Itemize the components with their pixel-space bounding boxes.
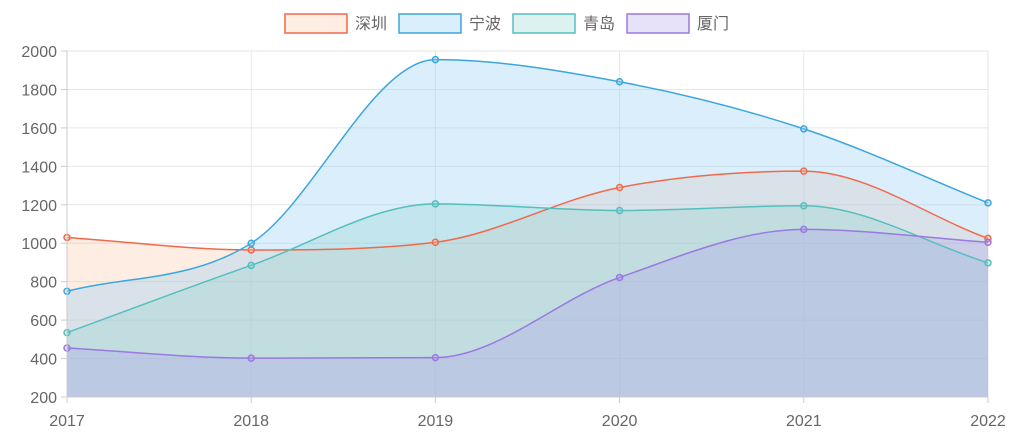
- y-tick-label: 400: [30, 352, 57, 369]
- data-point[interactable]: [431, 238, 440, 247]
- x-tick-label: 2022: [970, 413, 1006, 430]
- y-tick-label: 1200: [21, 198, 57, 215]
- data-point[interactable]: [800, 201, 808, 210]
- series-area-1: [67, 171, 988, 397]
- data-point[interactable]: [615, 273, 624, 282]
- y-tick-label: 800: [30, 275, 57, 292]
- data-point[interactable]: [984, 199, 992, 207]
- data-point[interactable]: [984, 259, 992, 267]
- y-tick-label: 1600: [21, 121, 57, 138]
- data-point[interactable]: [800, 225, 808, 234]
- series-area-2: [67, 59, 988, 398]
- data-point[interactable]: [615, 183, 624, 192]
- legend-item-3[interactable]: 青岛: [512, 13, 615, 34]
- legend-item-1[interactable]: 深圳: [284, 13, 387, 34]
- legend-label: 深圳: [355, 14, 387, 33]
- area-layer: [67, 59, 988, 398]
- x-tick-label: 2018: [233, 413, 269, 430]
- data-point[interactable]: [247, 239, 255, 247]
- series-line-3: [66, 203, 989, 334]
- y-tick-label: 200: [30, 390, 57, 407]
- data-point[interactable]: [800, 167, 808, 175]
- data-point[interactable]: [984, 238, 992, 247]
- y-tick-label: 600: [30, 313, 57, 330]
- legend-label: 宁波: [469, 14, 501, 33]
- series-line-2: [66, 58, 989, 293]
- series-line-4: [66, 228, 989, 359]
- data-point[interactable]: [431, 200, 440, 208]
- legend-swatch: [284, 13, 348, 34]
- y-tick-label: 1400: [21, 159, 57, 176]
- x-tick-label: 2021: [786, 413, 822, 430]
- data-point[interactable]: [247, 246, 255, 254]
- x-tick-label: 2017: [49, 413, 85, 430]
- data-point[interactable]: [247, 354, 255, 362]
- data-point[interactable]: [800, 125, 808, 133]
- data-point[interactable]: [247, 261, 255, 270]
- legend-label: 青岛: [583, 14, 615, 33]
- series-area-4: [67, 229, 988, 397]
- data-point[interactable]: [431, 353, 440, 362]
- data-point[interactable]: [431, 55, 440, 64]
- legend-item-4[interactable]: 厦门: [626, 13, 729, 34]
- data-point[interactable]: [615, 206, 624, 215]
- legend-swatch: [512, 13, 576, 34]
- legend-item-2[interactable]: 宁波: [398, 13, 501, 34]
- data-point[interactable]: [615, 78, 624, 86]
- line-layer: [66, 58, 989, 359]
- series-area-3: [67, 203, 988, 397]
- legend: 深圳 宁波 青岛 厦门: [284, 13, 729, 34]
- point-layer: [63, 55, 992, 362]
- x-tick-label: 2019: [418, 413, 454, 430]
- y-tick-label: 1800: [21, 82, 57, 99]
- y-tick-label: 1000: [21, 236, 57, 253]
- series-line-1: [66, 170, 989, 251]
- y-tick-label: 2000: [21, 44, 57, 61]
- legend-swatch: [626, 13, 690, 34]
- x-tick-label: 2020: [602, 413, 638, 430]
- legend-label: 厦门: [697, 14, 729, 33]
- axis-layer: 200 400 600 800 1000 1200 1400 1600 1800 2000 2017…: [21, 44, 1005, 430]
- legend-swatch: [398, 13, 462, 34]
